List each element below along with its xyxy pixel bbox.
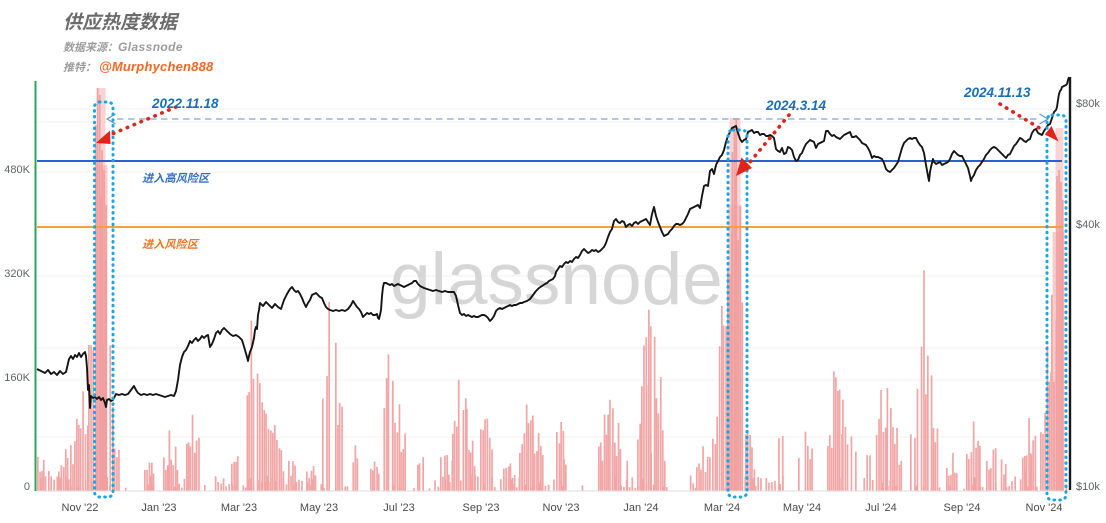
svg-text:Sep '24: Sep '24 [944,502,981,514]
svg-text:160K: 160K [4,372,30,384]
svg-text:@Murphychen888: @Murphychen888 [99,59,214,74]
svg-text:Mar '24: Mar '24 [704,502,740,514]
svg-text:480K: 480K [4,164,30,176]
svg-text:Mar '23: Mar '23 [221,502,257,514]
svg-text:May '24: May '24 [783,502,821,514]
svg-text:Nov '24: Nov '24 [1026,502,1063,514]
svg-text:320K: 320K [4,268,30,280]
svg-text:Jan '24: Jan '24 [623,502,658,514]
svg-text:$10k: $10k [1076,481,1100,493]
svg-text:glassnode: glassnode [390,239,723,320]
svg-text:Jul '23: Jul '23 [383,502,414,514]
svg-text:2024.11.13: 2024.11.13 [963,85,1031,100]
svg-text:Sep '23: Sep '23 [463,502,500,514]
svg-text:$40k: $40k [1076,219,1100,231]
svg-text:Nov '22: Nov '22 [62,502,99,514]
svg-text:2022.11.18: 2022.11.18 [151,96,219,111]
svg-text:$80k: $80k [1076,98,1100,110]
svg-text:Glassnode: Glassnode [118,40,183,54]
svg-text:Nov '23: Nov '23 [543,502,580,514]
svg-text:0: 0 [24,481,30,493]
svg-text:Jul '24: Jul '24 [865,502,896,514]
svg-text:May '23: May '23 [300,502,338,514]
svg-text:Jan '23: Jan '23 [141,502,176,514]
svg-text:2024.3.14: 2024.3.14 [765,98,827,113]
